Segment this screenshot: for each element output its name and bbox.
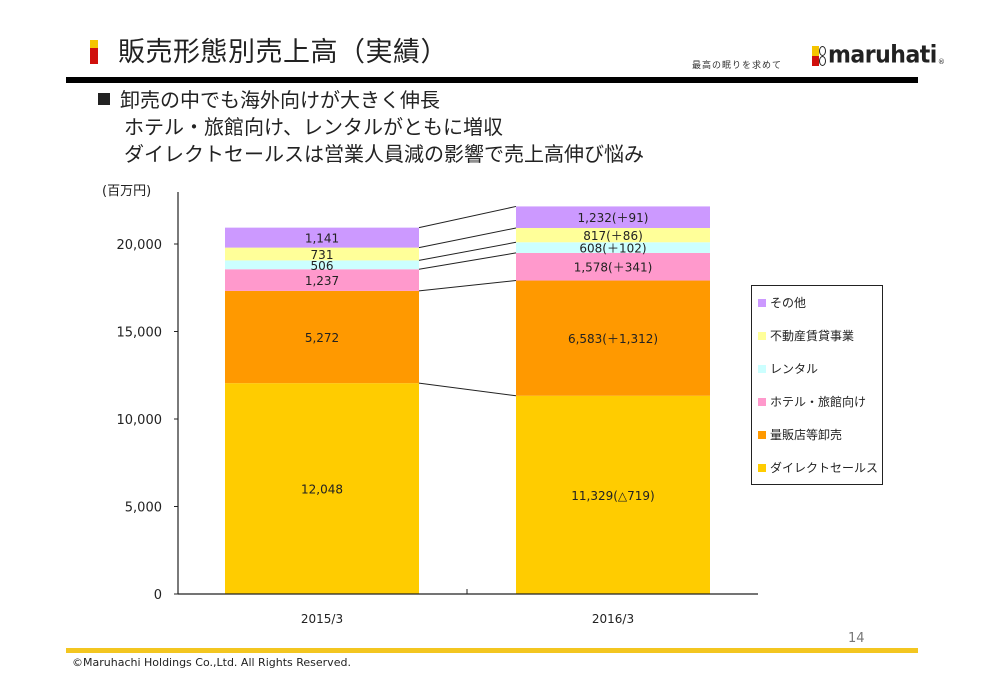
company-slogan: 最高の眠りを求めて (692, 61, 783, 71)
footer-divider (66, 648, 918, 653)
square-bullet-icon (98, 93, 110, 105)
legend-label: 不動産賃貸事業 (770, 329, 855, 343)
summary-bullets: 卸売の中でも海外向けが大きく伸長 ホテル・旅館向け、レンタルがともに増収 ダイレ… (98, 87, 644, 168)
data-label: 12,048 (301, 483, 343, 497)
data-label: 1,237 (305, 274, 339, 288)
data-label: 1,232(＋91) (578, 211, 649, 225)
x-tick-label: 2016/3 (592, 612, 634, 626)
bar-segment (516, 252, 710, 281)
bar-segment (516, 206, 710, 228)
legend-swatch (758, 331, 766, 340)
data-label: 506 (311, 259, 334, 273)
y-tick-label: 10,000 (117, 413, 163, 428)
legend-item: ホテル・旅館向け (758, 393, 866, 410)
company-logo: maruhati ® (812, 41, 945, 70)
x-tick-label: 2015/3 (301, 612, 343, 626)
bar-segment (225, 260, 419, 270)
bar-segment (225, 383, 419, 594)
legend-item: レンタル (758, 360, 818, 377)
bar-segment (516, 227, 710, 243)
bar-segment (225, 247, 419, 261)
data-label: 608(＋102) (579, 242, 646, 256)
legend-swatch (758, 463, 766, 472)
data-label: 5,272 (305, 331, 339, 345)
data-label: 1,141 (305, 232, 339, 246)
page-title: 販売形態別売上高（実績） (118, 37, 448, 68)
data-label: 731 (311, 248, 334, 262)
bar-segment (225, 227, 419, 248)
copyright-text: ©Maruhachi Holdings Co.,Ltd. All Rights … (72, 656, 351, 669)
connector-line (418, 227, 517, 249)
bar-segment (516, 280, 710, 396)
legend-item: 不動産賃貸事業 (758, 327, 854, 344)
legend-label: ホテル・旅館向け (770, 395, 867, 409)
logo-mark-icon (812, 46, 826, 66)
bullet-line: 卸売の中でも海外向けが大きく伸長 (98, 87, 644, 114)
bullet-text: 卸売の中でも海外向けが大きく伸長 (120, 88, 440, 112)
legend-item: 量販店等卸売 (758, 426, 842, 443)
y-axis-unit-label: (百万円) (102, 184, 152, 199)
connector-line (418, 252, 517, 270)
legend-label: その他 (770, 296, 807, 310)
title-accent-mark (90, 40, 98, 64)
legend-swatch (758, 298, 766, 307)
data-label: 11,329(△719) (571, 489, 654, 503)
data-label: 6,583(＋1,312) (568, 332, 658, 346)
connector-line (418, 280, 517, 292)
legend-swatch (758, 430, 766, 439)
bar-segment (225, 269, 419, 291)
y-tick-label: 15,000 (117, 326, 163, 341)
connector-line (418, 241, 517, 261)
legend-item: ダイレクトセールス (758, 459, 878, 476)
header-divider (66, 77, 918, 83)
bar-segment (516, 395, 710, 594)
y-tick-label: 20,000 (117, 238, 163, 253)
legend-item: その他 (758, 294, 806, 311)
page-number: 14 (848, 631, 865, 646)
bar-segment (225, 290, 419, 384)
logo-text: maruhati (828, 41, 937, 70)
legend-swatch (758, 364, 766, 373)
bullet-line: ダイレクトセールスは営業人員減の影響で売上高伸び悩み (98, 141, 644, 168)
bullet-text: ホテル・旅館向け、レンタルがともに増収 (124, 115, 503, 139)
data-label: 1,578(＋341) (574, 261, 653, 275)
legend-label: 量販店等卸売 (770, 428, 843, 442)
legend-label: ダイレクトセールス (770, 461, 879, 475)
chart-legend: その他不動産賃貸事業 レンタルホテル・旅館向け 量販店等卸売ダイレクトセールス (751, 285, 883, 485)
y-tick-label: 0 (154, 588, 162, 603)
bullet-text: ダイレクトセールスは営業人員減の影響で売上高伸び悩み (124, 142, 644, 166)
connector-line (418, 205, 517, 229)
bullet-line: ホテル・旅館向け、レンタルがともに増収 (98, 114, 644, 141)
y-tick-label: 5,000 (125, 501, 162, 516)
bar-segment (516, 242, 710, 253)
registered-mark: ® (937, 58, 945, 66)
data-label: 817(＋86) (583, 229, 643, 243)
legend-label: レンタル (770, 362, 819, 376)
connector-line (418, 382, 517, 397)
legend-swatch (758, 397, 766, 406)
